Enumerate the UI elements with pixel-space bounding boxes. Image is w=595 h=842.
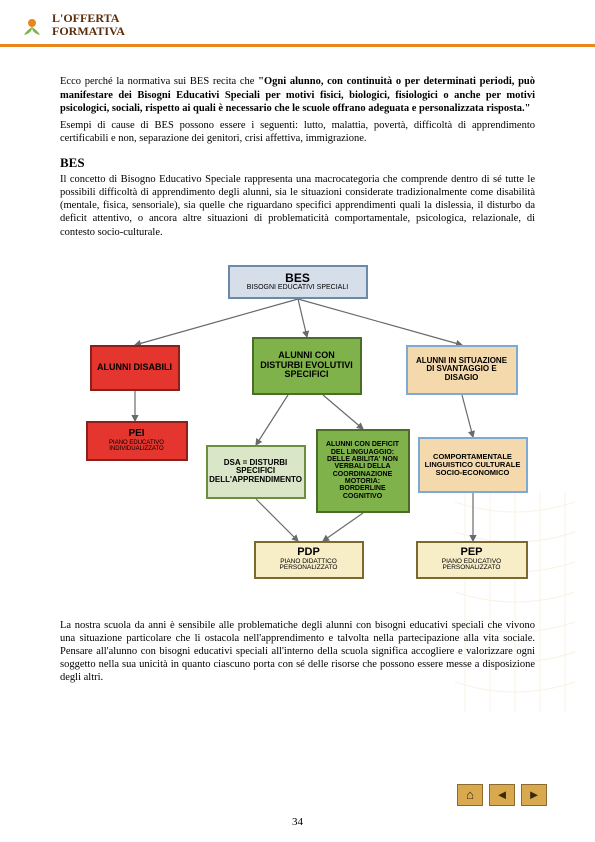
paragraph-examples: Esempi di cause di BES possono essere i … — [60, 119, 535, 145]
next-icon: ► — [528, 787, 541, 803]
diagram-node-ling: ALUNNI CON DEFICIT DEL LINGUAGGIO: DELLE… — [316, 429, 410, 513]
bes-diagram: BESBISOGNI EDUCATIVI SPECIALI ALUNNI DISA… — [78, 265, 518, 595]
prev-icon: ◄ — [496, 787, 509, 803]
page-header: L'OFFERTA FORMATIVA — [0, 0, 595, 44]
p1-lead: Ecco perché la normativa sui BES recita … — [60, 76, 258, 87]
nav-home-button[interactable]: ⌂ — [457, 784, 483, 806]
paragraph-bes: Il concetto di Bisogno Educativo Special… — [60, 173, 535, 239]
footer-nav: ⌂ ◄ ► — [457, 784, 547, 806]
diagram-node-bes: BESBISOGNI EDUCATIVI SPECIALI — [228, 265, 368, 299]
diagram-node-pep: PEPPIANO EDUCATIVO PERSONALIZZATO — [416, 541, 528, 579]
diagram-node-pdp: PDPPIANO DIDATTICO PERSONALIZZATO — [254, 541, 364, 579]
header-title-line2: FORMATIVA — [52, 25, 125, 38]
paragraph-intro: Ecco perché la normativa sui BES recita … — [60, 75, 535, 114]
diagram-node-pei: PEIPIANO EDUCATIVO INDIVIDUALIZZATO — [86, 421, 188, 461]
diagram-node-evo: ALUNNI CON DISTURBI EVOLUTIVI SPECIFICI — [252, 337, 362, 395]
section-title-bes: BES — [60, 155, 535, 171]
main-content: Ecco perché la normativa sui BES recita … — [0, 47, 595, 698]
paragraph-school: La nostra scuola da anni è sensibile all… — [60, 619, 535, 685]
diagram-node-comp: COMPORTAMENTALE LINGUISTICO CULTURALE SO… — [418, 437, 528, 493]
diagram-node-sva: ALUNNI IN SITUAZIONE DI SVANTAGGIO E DIS… — [406, 345, 518, 395]
diagram-node-dis: ALUNNI DISABILI — [90, 345, 180, 391]
diagram-node-dsa: DSA = DISTURBI SPECIFICI DELL'APPRENDIME… — [206, 445, 306, 499]
header-title: L'OFFERTA FORMATIVA — [52, 12, 125, 38]
nav-next-button[interactable]: ► — [521, 784, 547, 806]
logo-icon — [20, 13, 44, 37]
home-icon: ⌂ — [466, 787, 474, 803]
nav-prev-button[interactable]: ◄ — [489, 784, 515, 806]
page-number: 34 — [0, 816, 595, 828]
